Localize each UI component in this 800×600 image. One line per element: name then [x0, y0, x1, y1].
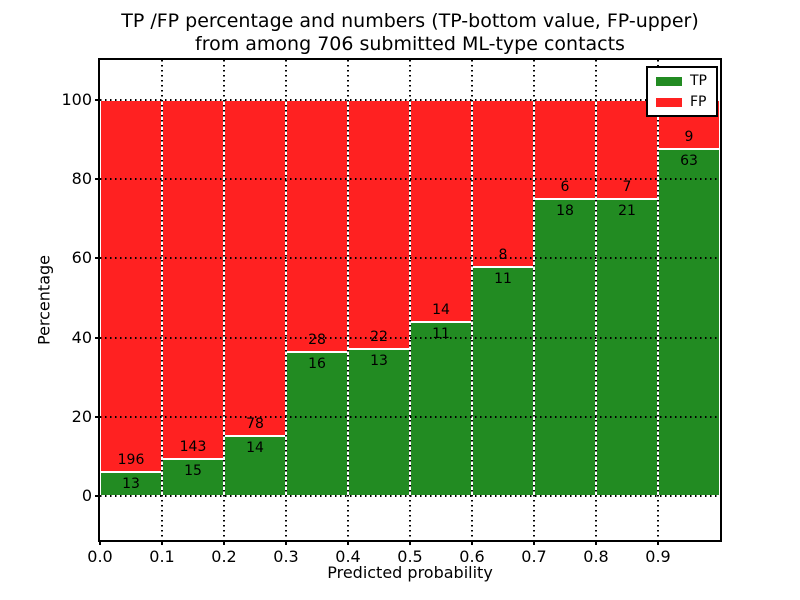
bar-annotation-tp: 63 [680, 153, 698, 170]
bar-annotation-tp: 11 [432, 325, 450, 342]
gridline-vertical [657, 60, 659, 540]
bar-annotation-tp: 15 [184, 462, 202, 479]
bar-annotation-fp: 143 [179, 438, 207, 455]
x-tick-mark [285, 540, 287, 545]
x-tick-label: 0.0 [87, 547, 113, 566]
x-axis-label: Predicted probability [327, 563, 493, 582]
bar-annotation-tp: 13 [370, 353, 388, 370]
bar-annotation-fp: 196 [117, 451, 145, 468]
bar-annotation-fp: 9 [684, 129, 694, 146]
bar-annotation-tp: 14 [246, 439, 264, 456]
bar-segment-fp [224, 99, 286, 436]
bar-segment-fp [162, 99, 224, 459]
bar-segment-fp [348, 99, 410, 350]
x-tick-mark [657, 540, 659, 545]
x-tick-label: 0.5 [397, 547, 423, 566]
gridline-vertical [161, 60, 163, 540]
gridline-vertical [409, 60, 411, 540]
y-tick-label: 80 [71, 169, 92, 188]
bar-annotation-tp: 21 [618, 202, 636, 219]
x-tick-mark [533, 540, 535, 545]
y-tick-mark [95, 98, 100, 101]
x-tick-label: 0.4 [335, 547, 361, 566]
legend-item-fp: FP [656, 94, 707, 110]
bar-annotation-tp: 18 [556, 202, 574, 219]
legend-label-fp: FP [690, 94, 707, 110]
x-tick-label: 0.8 [583, 547, 609, 566]
bar-segment-tp [410, 321, 472, 497]
bar-annotation-tp: 16 [308, 356, 326, 373]
chart-title: TP /FP percentage and numbers (TP-bottom… [121, 10, 699, 56]
bar-annotation-fp: 6 [560, 178, 570, 195]
bar-segment-tp [286, 352, 348, 497]
bar-annotation-tp: 13 [122, 475, 140, 492]
y-tick-label: 100 [61, 89, 92, 109]
gridline-vertical [533, 60, 535, 540]
x-tick-mark [409, 540, 411, 545]
gridline-vertical [471, 60, 473, 540]
x-tick-label: 0.7 [521, 547, 547, 566]
y-tick-mark [95, 416, 100, 419]
bar-segment-fp [472, 99, 534, 267]
bar-segment-fp [286, 99, 348, 353]
bar-segment-tp [348, 349, 410, 497]
bar-annotation-fp: 7 [622, 178, 632, 195]
bar-annotation-fp: 14 [432, 301, 450, 318]
legend-swatch-tp [656, 76, 682, 86]
chart-title-line1: TP /FP percentage and numbers (TP-bottom… [121, 10, 699, 32]
x-tick-mark [595, 540, 597, 545]
y-tick-mark [95, 178, 100, 180]
y-tick-mark [95, 257, 100, 260]
bar-segment-fp [100, 99, 162, 472]
y-tick-label: 0 [81, 486, 92, 506]
gridline-vertical [223, 60, 225, 540]
y-tick-label: 20 [71, 407, 92, 427]
legend: TP FP [646, 66, 718, 117]
bar-annotation-fp: 22 [370, 329, 388, 346]
legend-label-tp: TP [690, 73, 707, 89]
x-tick-mark [223, 540, 225, 545]
legend-swatch-fp [656, 97, 682, 107]
legend-item-tp: TP [656, 73, 707, 89]
chart-title-line2: from among 706 submitted ML-type contact… [195, 33, 625, 55]
x-tick-label: 0.1 [149, 547, 175, 566]
x-tick-mark [471, 540, 473, 545]
bar-annotation-tp: 11 [494, 270, 512, 287]
bar-annotation-fp: 78 [246, 415, 264, 432]
x-tick-label: 0.9 [645, 547, 671, 566]
y-tick-label: 40 [71, 327, 92, 347]
x-tick-label: 0.6 [459, 547, 485, 566]
gridline-vertical [285, 60, 287, 540]
x-tick-mark [347, 540, 349, 545]
bar-segment-tp [658, 149, 720, 497]
bar-segment-fp [410, 99, 472, 322]
y-tick-label: 60 [71, 248, 92, 268]
bar-annotation-fp: 28 [308, 332, 326, 349]
y-tick-mark [95, 495, 100, 498]
x-tick-label: 0.2 [211, 547, 237, 566]
bar-segment-tp [534, 198, 596, 497]
x-tick-mark [161, 540, 163, 545]
gridline-vertical [347, 60, 349, 540]
x-tick-mark [99, 540, 101, 545]
y-tick-mark [95, 336, 100, 339]
bar-annotation-fp: 8 [498, 246, 508, 263]
x-tick-label: 0.3 [273, 547, 299, 566]
gridline-vertical [595, 60, 597, 540]
bar-segment-tp [472, 266, 534, 497]
bar-segment-tp [596, 198, 658, 497]
